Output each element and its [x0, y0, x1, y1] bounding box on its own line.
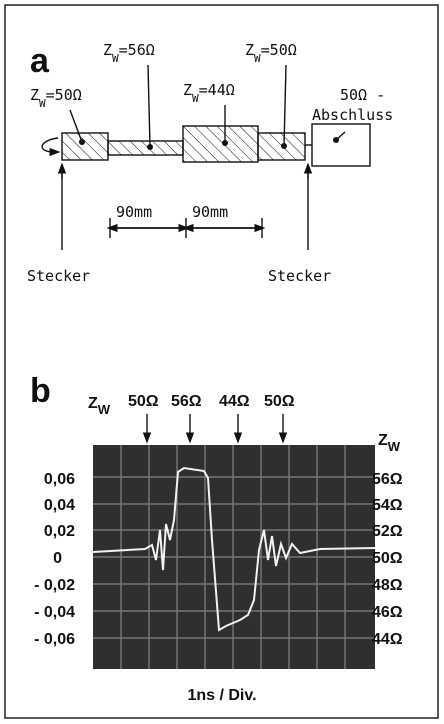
right-scale-label: 54Ω [372, 497, 403, 514]
figure: a ZW=50Ω ZW=56Ω ZW=44Ω ZW=50Ω 50Ω - Absc… [0, 0, 444, 724]
marker-label: 56Ω [171, 393, 202, 410]
panel-label: a [30, 42, 50, 80]
subscript: W [388, 439, 401, 454]
right-scale-label: 50Ω [372, 550, 403, 567]
impedance-label: ZW=44Ω [183, 81, 235, 105]
value: =44Ω [199, 81, 235, 99]
impedance-label: ZW=50Ω [30, 86, 82, 110]
right-scale-label: 56Ω [372, 471, 403, 488]
value: =56Ω [119, 41, 155, 59]
left-scale-label: 0 [53, 550, 62, 567]
left-scale-label: 0,04 [44, 497, 75, 514]
right-scale-label: 44Ω [372, 631, 403, 648]
marker-label: 50Ω [128, 393, 159, 410]
right-scale-label: 52Ω [372, 523, 403, 540]
impedance-symbol: ZW [378, 432, 401, 454]
left-scale-label: - 0,02 [34, 577, 75, 594]
symbol: Z [245, 41, 254, 59]
symbol: Z [183, 81, 192, 99]
symbol: Z [30, 86, 39, 104]
marker-label: 44Ω [219, 393, 250, 410]
impedance-label: ZW=56Ω [103, 41, 155, 65]
right-scale-label: 46Ω [372, 604, 403, 621]
scope-screen [93, 445, 375, 669]
symbol: Z [378, 432, 388, 449]
dimension-label: 90mm [116, 203, 152, 221]
value: =50Ω [261, 41, 297, 59]
time-base-label: 1ns / Div. [187, 687, 256, 704]
impedance-label: ZW=50Ω [245, 41, 297, 65]
left-scale-label: 0,06 [44, 471, 75, 488]
value: =50Ω [46, 86, 82, 104]
symbol: Z [88, 395, 98, 412]
marker-label: 50Ω [264, 393, 295, 410]
termination-label: Abschluss [312, 106, 393, 124]
subscript: W [98, 402, 111, 417]
right-scale-label: 48Ω [372, 577, 403, 594]
symbol: Z [103, 41, 112, 59]
connector-label: Stecker [27, 267, 90, 285]
left-scale-label: - 0,06 [34, 631, 75, 648]
termination-label: 50Ω - [340, 86, 385, 104]
connector-label: Stecker [268, 267, 331, 285]
impedance-symbol: ZW [88, 395, 111, 417]
left-scale-label: - 0,04 [34, 604, 75, 621]
marker-arrows [147, 414, 283, 438]
dimension-label: 90mm [192, 203, 228, 221]
panel-label: b [30, 372, 51, 410]
left-scale-label: 0,02 [44, 523, 75, 540]
